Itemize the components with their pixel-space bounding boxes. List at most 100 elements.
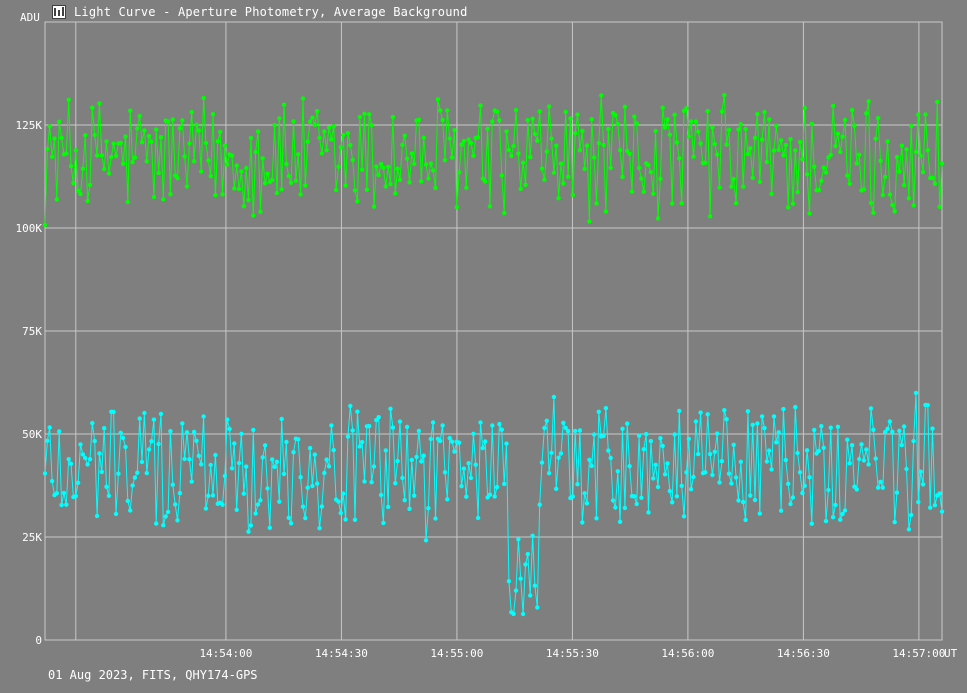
target-series-point [939,161,945,166]
x-tick-label: 14:54:30 [315,647,368,660]
comparison-series-point [104,484,109,489]
comparison-series-point [804,448,810,453]
target-series-point [94,153,100,158]
comparison-series-point [83,455,88,461]
comparison-series-point [400,475,405,481]
comparison-series-point [163,514,168,519]
comparison-series-point [234,507,239,512]
comparison-series-point [312,452,317,457]
comparison-series-point [390,425,396,430]
comparison-series-point [239,431,244,436]
comparison-series-point [580,520,585,525]
comparison-series-point [736,498,741,503]
comparison-series-point [745,409,751,414]
target-series-point [203,140,209,146]
target-series-point [738,122,743,127]
comparison-series-point [466,461,471,466]
target-series-point [146,133,152,139]
target-series-point [684,106,689,111]
target-series-point [565,174,571,179]
comparison-series-point [494,484,500,490]
target-series-point [584,143,590,148]
comparison-series-point [357,444,362,449]
target-series-point [783,142,788,148]
target-series-point [767,117,772,122]
comparison-series-point [182,456,187,462]
target-series-point [326,125,332,130]
target-series-point [596,141,601,146]
x-tick-label: 14:54:00 [199,647,252,660]
target-series-point [111,141,116,146]
comparison-series-point [452,449,457,454]
y-axis-label: ADU [20,11,40,24]
target-series-point [258,209,263,214]
comparison-series-point [904,466,909,472]
target-series-point [875,115,881,121]
comparison-series-point [864,447,869,452]
comparison-series-point [90,420,95,426]
comparison-series-point [748,493,753,498]
comparison-series-point [87,457,93,462]
target-series-point [170,117,175,122]
target-series-point [509,153,514,159]
comparison-series-point [378,492,384,498]
target-series-point [305,139,310,144]
target-series-point [383,184,388,189]
target-series-point [601,142,606,148]
comparison-series-point [613,505,618,510]
comparison-series-point [698,410,703,415]
target-series-point [225,162,230,167]
target-series-point [99,153,105,158]
comparison-series-point [173,502,178,507]
target-series-point [857,152,862,157]
target-series-point [603,209,609,214]
comparison-series-point [684,470,689,475]
comparison-series-point [468,475,474,481]
x-tick-label: 14:55:00 [430,647,483,660]
target-series-point [447,136,452,141]
target-series-point [655,216,661,221]
target-series-point [745,151,751,157]
target-series-point [911,203,916,208]
comparison-series-point [395,458,400,464]
comparison-series-point [759,414,765,419]
target-series-point [518,186,523,192]
target-series-point [333,187,339,193]
comparison-series-point [539,460,545,465]
comparison-series-point [939,509,945,514]
target-series-point [75,188,81,193]
comparison-series-point [885,426,890,431]
target-series-point [554,143,559,148]
target-series-point [802,105,807,111]
comparison-series-point [795,450,800,456]
comparison-series-point [253,511,258,516]
target-series-point [270,177,275,183]
comparison-series-point [830,515,836,520]
target-series-point [899,143,904,148]
target-series-point [357,114,362,120]
comparison-series-point [267,525,272,530]
target-series-point [617,148,623,153]
comparison-series-point [681,514,687,519]
comparison-series-point [890,429,895,434]
comparison-series-point [554,486,559,491]
comparison-series-point [158,411,164,417]
comparison-series-point [125,498,130,504]
target-series-point [262,181,268,186]
target-series-point [935,99,940,105]
target-series-point [729,184,734,189]
target-series-point [726,127,732,132]
comparison-series-point [677,408,682,414]
comparison-series-point [511,611,516,617]
target-series-point [381,165,386,170]
comparison-series-point [573,428,578,434]
comparison-series-point [615,469,620,474]
target-series-point [331,124,336,129]
target-series-point [475,135,481,140]
comparison-series-point [194,438,199,443]
comparison-series-point [875,485,881,490]
target-series-point [319,151,325,156]
target-series-point [759,137,765,142]
comparison-series-point [296,437,301,442]
comparison-series-point [655,484,661,490]
